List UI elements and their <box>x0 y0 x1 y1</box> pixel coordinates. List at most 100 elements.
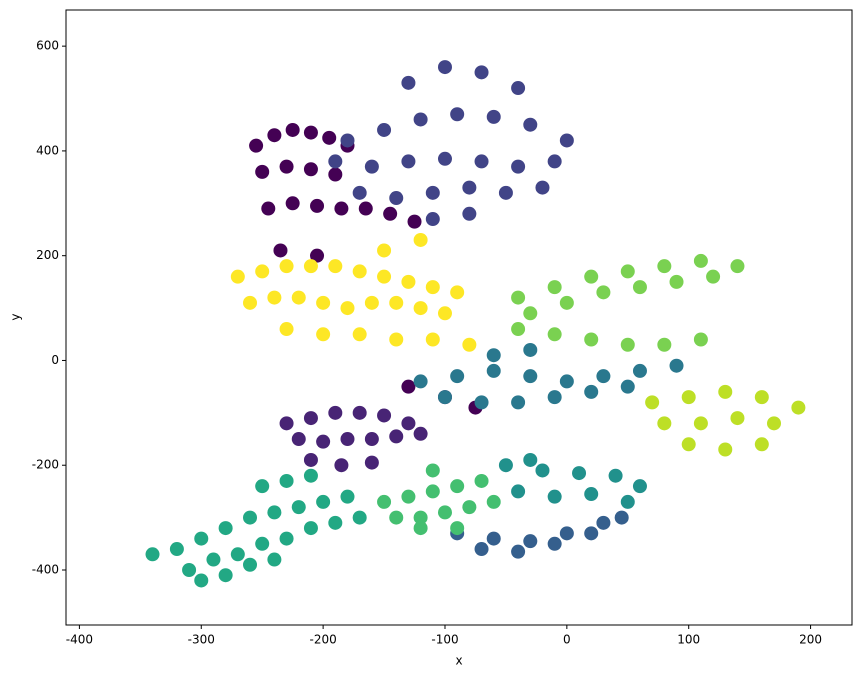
point <box>584 526 599 541</box>
point <box>425 185 440 200</box>
point <box>523 369 538 384</box>
point <box>425 484 440 499</box>
point <box>547 390 562 405</box>
point <box>657 337 672 352</box>
point <box>437 390 452 405</box>
point <box>425 463 440 478</box>
point <box>279 259 294 274</box>
point <box>681 390 696 405</box>
y-axis-label: y <box>9 313 23 320</box>
point <box>364 455 379 470</box>
point <box>267 552 282 567</box>
point <box>291 500 306 515</box>
y-tick-label: 200 <box>36 248 59 262</box>
point <box>328 154 343 169</box>
point <box>413 232 428 247</box>
point <box>486 363 501 378</box>
point <box>584 487 599 502</box>
point <box>498 185 513 200</box>
point <box>377 243 392 258</box>
point <box>754 390 769 405</box>
point <box>401 416 416 431</box>
point <box>645 395 660 410</box>
point <box>462 337 477 352</box>
x-tick-label: -200 <box>310 633 337 647</box>
point <box>310 248 325 263</box>
point <box>316 295 331 310</box>
point <box>255 264 270 279</box>
point <box>267 505 282 520</box>
point <box>681 437 696 452</box>
point <box>669 358 684 373</box>
point <box>243 557 258 572</box>
point <box>474 542 489 557</box>
point <box>303 411 318 426</box>
point <box>389 295 404 310</box>
point <box>352 185 367 200</box>
point <box>334 201 349 216</box>
point <box>279 416 294 431</box>
point <box>486 531 501 546</box>
point <box>340 133 355 148</box>
point <box>316 327 331 342</box>
point <box>352 510 367 525</box>
point <box>328 515 343 530</box>
point <box>401 489 416 504</box>
point <box>352 405 367 420</box>
point <box>194 531 209 546</box>
point <box>620 337 635 352</box>
point <box>767 416 782 431</box>
point <box>474 154 489 169</box>
point <box>523 534 538 549</box>
point <box>511 322 526 337</box>
x-tick-label: 100 <box>677 633 700 647</box>
point <box>413 374 428 389</box>
point <box>267 128 282 143</box>
point <box>425 332 440 347</box>
point <box>584 384 599 399</box>
point <box>316 494 331 509</box>
point <box>407 214 422 229</box>
point <box>718 442 733 457</box>
point <box>596 369 611 384</box>
point <box>669 274 684 289</box>
point <box>364 432 379 447</box>
point <box>279 159 294 174</box>
point <box>657 416 672 431</box>
point <box>511 81 526 96</box>
point <box>657 259 672 274</box>
point <box>194 573 209 588</box>
point <box>249 138 264 153</box>
point <box>486 494 501 509</box>
point <box>596 285 611 300</box>
point <box>559 374 574 389</box>
point <box>596 515 611 530</box>
x-tick-label: -300 <box>188 633 215 647</box>
point <box>437 306 452 321</box>
point <box>377 494 392 509</box>
point <box>389 429 404 444</box>
point <box>352 327 367 342</box>
point <box>230 547 245 562</box>
point <box>401 379 416 394</box>
point <box>523 306 538 321</box>
point <box>462 500 477 515</box>
point <box>535 463 550 478</box>
point <box>437 60 452 75</box>
x-axis-label: x <box>455 654 462 668</box>
point <box>383 206 398 221</box>
point <box>614 510 629 525</box>
point <box>486 109 501 124</box>
point <box>261 201 276 216</box>
point <box>218 568 233 583</box>
point <box>303 125 318 140</box>
point <box>474 395 489 410</box>
point <box>547 536 562 551</box>
point <box>718 384 733 399</box>
point <box>486 348 501 363</box>
point <box>255 479 270 494</box>
point <box>389 191 404 206</box>
point <box>303 468 318 483</box>
point <box>230 269 245 284</box>
